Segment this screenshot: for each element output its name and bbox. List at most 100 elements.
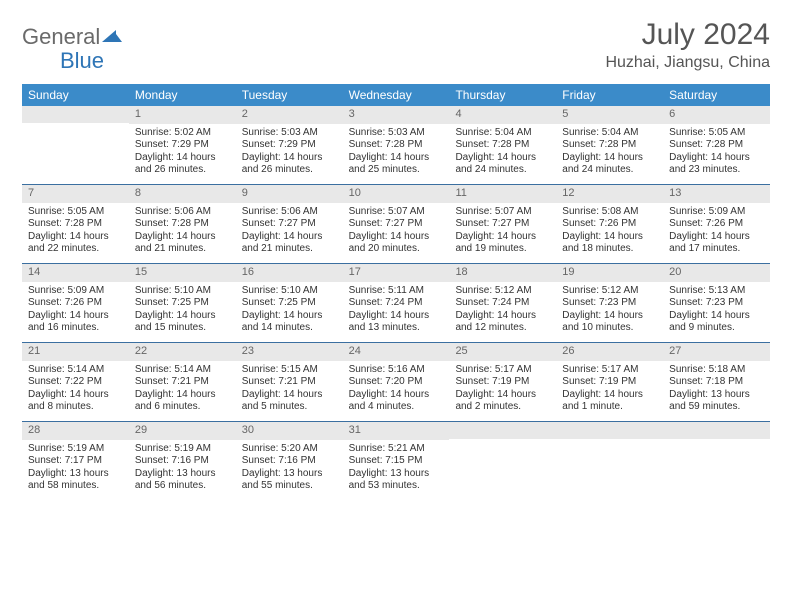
sunrise-text: Sunrise: 5:09 AM — [28, 285, 123, 298]
day-cell: 6Sunrise: 5:05 AMSunset: 7:28 PMDaylight… — [663, 106, 770, 184]
sunset-text: Sunset: 7:16 PM — [242, 455, 337, 468]
logo: General — [22, 24, 122, 50]
daylight-text: Daylight: 13 hours and 55 minutes. — [242, 468, 337, 493]
daylight-text: Daylight: 14 hours and 1 minute. — [562, 389, 657, 414]
sunset-text: Sunset: 7:21 PM — [135, 376, 230, 389]
weekday-label: Tuesday — [236, 84, 343, 106]
sunrise-text: Sunrise: 5:04 AM — [455, 127, 550, 140]
daylight-text: Daylight: 14 hours and 21 minutes. — [135, 231, 230, 256]
day-body — [22, 123, 129, 131]
daylight-text: Daylight: 14 hours and 10 minutes. — [562, 310, 657, 335]
day-cell: 13Sunrise: 5:09 AMSunset: 7:26 PMDayligh… — [663, 185, 770, 263]
logo-triangle-icon — [102, 24, 122, 50]
day-body: Sunrise: 5:19 AMSunset: 7:17 PMDaylight:… — [22, 440, 129, 498]
day-cell: 24Sunrise: 5:16 AMSunset: 7:20 PMDayligh… — [343, 343, 450, 421]
daylight-text: Daylight: 13 hours and 58 minutes. — [28, 468, 123, 493]
day-body: Sunrise: 5:19 AMSunset: 7:16 PMDaylight:… — [129, 440, 236, 498]
daylight-text: Daylight: 14 hours and 18 minutes. — [562, 231, 657, 256]
day-number: 23 — [236, 343, 343, 361]
day-cell: 29Sunrise: 5:19 AMSunset: 7:16 PMDayligh… — [129, 422, 236, 500]
day-number: 4 — [449, 106, 556, 124]
sunset-text: Sunset: 7:18 PM — [669, 376, 764, 389]
day-number: 30 — [236, 422, 343, 440]
day-body — [663, 439, 770, 447]
sunrise-text: Sunrise: 5:09 AM — [669, 206, 764, 219]
day-body: Sunrise: 5:12 AMSunset: 7:24 PMDaylight:… — [449, 282, 556, 340]
day-number: 7 — [22, 185, 129, 203]
day-number: 3 — [343, 106, 450, 124]
sunset-text: Sunset: 7:28 PM — [669, 139, 764, 152]
day-body: Sunrise: 5:09 AMSunset: 7:26 PMDaylight:… — [663, 203, 770, 261]
day-number: 18 — [449, 264, 556, 282]
day-body — [556, 439, 663, 447]
sunset-text: Sunset: 7:28 PM — [349, 139, 444, 152]
sunrise-text: Sunrise: 5:05 AM — [28, 206, 123, 219]
logo-text-a: General — [22, 24, 100, 50]
sunset-text: Sunset: 7:26 PM — [562, 218, 657, 231]
sunrise-text: Sunrise: 5:07 AM — [349, 206, 444, 219]
day-cell: 26Sunrise: 5:17 AMSunset: 7:19 PMDayligh… — [556, 343, 663, 421]
calendar-page: General July 2024 Huzhai, Jiangsu, China… — [0, 0, 792, 500]
day-body: Sunrise: 5:12 AMSunset: 7:23 PMDaylight:… — [556, 282, 663, 340]
day-body: Sunrise: 5:20 AMSunset: 7:16 PMDaylight:… — [236, 440, 343, 498]
day-cell: 4 Sunrise: 5:04 AMSunset: 7:28 PMDaylight… — [449, 106, 556, 184]
day-cell: 20Sunrise: 5:13 AMSunset: 7:23 PMDayligh… — [663, 264, 770, 342]
day-body: Sunrise: 5:17 AMSunset: 7:19 PMDaylight:… — [449, 361, 556, 419]
day-number: 28 — [22, 422, 129, 440]
sunset-text: Sunset: 7:26 PM — [669, 218, 764, 231]
daylight-text: Daylight: 14 hours and 12 minutes. — [455, 310, 550, 335]
day-number: 5 — [556, 106, 663, 124]
daylight-text: Daylight: 14 hours and 17 minutes. — [669, 231, 764, 256]
daylight-text: Daylight: 14 hours and 24 minutes. — [562, 152, 657, 177]
day-cell: 17Sunrise: 5:11 AMSunset: 7:24 PMDayligh… — [343, 264, 450, 342]
daylight-text: Daylight: 13 hours and 59 minutes. — [669, 389, 764, 414]
daylight-text: Daylight: 14 hours and 24 minutes. — [455, 152, 550, 177]
day-cell — [556, 422, 663, 500]
day-body: Sunrise: 5:02 AMSunset: 7:29 PMDaylight:… — [129, 124, 236, 182]
day-cell: 21Sunrise: 5:14 AMSunset: 7:22 PMDayligh… — [22, 343, 129, 421]
sunrise-text: Sunrise: 5:02 AM — [135, 127, 230, 140]
day-cell: 10Sunrise: 5:07 AMSunset: 7:27 PMDayligh… — [343, 185, 450, 263]
day-cell: 1Sunrise: 5:02 AMSunset: 7:29 PMDaylight… — [129, 106, 236, 184]
daylight-text: Daylight: 14 hours and 26 minutes. — [135, 152, 230, 177]
day-number: 25 — [449, 343, 556, 361]
sunset-text: Sunset: 7:15 PM — [349, 455, 444, 468]
day-number: 13 — [663, 185, 770, 203]
daylight-text: Daylight: 14 hours and 8 minutes. — [28, 389, 123, 414]
day-number: 27 — [663, 343, 770, 361]
sunrise-text: Sunrise: 5:18 AM — [669, 364, 764, 377]
day-number: 12 — [556, 185, 663, 203]
day-body: Sunrise: 5:18 AMSunset: 7:18 PMDaylight:… — [663, 361, 770, 419]
sunset-text: Sunset: 7:17 PM — [28, 455, 123, 468]
daylight-text: Daylight: 14 hours and 5 minutes. — [242, 389, 337, 414]
daylight-text: Daylight: 14 hours and 4 minutes. — [349, 389, 444, 414]
day-cell — [22, 106, 129, 184]
sunrise-text: Sunrise: 5:07 AM — [455, 206, 550, 219]
sunset-text: Sunset: 7:29 PM — [135, 139, 230, 152]
logo-text-b: Blue — [60, 48, 104, 73]
sunrise-text: Sunrise: 5:14 AM — [28, 364, 123, 377]
day-cell: 31Sunrise: 5:21 AMSunset: 7:15 PMDayligh… — [343, 422, 450, 500]
day-cell: 8Sunrise: 5:06 AMSunset: 7:28 PMDaylight… — [129, 185, 236, 263]
sunrise-text: Sunrise: 5:17 AM — [562, 364, 657, 377]
sunrise-text: Sunrise: 5:20 AM — [242, 443, 337, 456]
sunset-text: Sunset: 7:29 PM — [242, 139, 337, 152]
month-title: July 2024 — [605, 18, 770, 52]
day-body: Sunrise: 5:17 AMSunset: 7:19 PMDaylight:… — [556, 361, 663, 419]
sunset-text: Sunset: 7:28 PM — [455, 139, 550, 152]
day-cell: 7Sunrise: 5:05 AMSunset: 7:28 PMDaylight… — [22, 185, 129, 263]
daylight-text: Daylight: 14 hours and 25 minutes. — [349, 152, 444, 177]
daylight-text: Daylight: 14 hours and 20 minutes. — [349, 231, 444, 256]
calendar: SundayMondayTuesdayWednesdayThursdayFrid… — [22, 84, 770, 500]
daylight-text: Daylight: 14 hours and 14 minutes. — [242, 310, 337, 335]
sunrise-text: Sunrise: 5:05 AM — [669, 127, 764, 140]
day-body: Sunrise: 5:14 AMSunset: 7:21 PMDaylight:… — [129, 361, 236, 419]
day-number: 17 — [343, 264, 450, 282]
weekday-label: Sunday — [22, 84, 129, 106]
day-cell: 3Sunrise: 5:03 AMSunset: 7:28 PMDaylight… — [343, 106, 450, 184]
day-body: Sunrise: 5:03 AMSunset: 7:29 PMDaylight:… — [236, 124, 343, 182]
sunset-text: Sunset: 7:23 PM — [669, 297, 764, 310]
day-body: Sunrise: 5:05 AMSunset: 7:28 PMDaylight:… — [663, 124, 770, 182]
sunrise-text: Sunrise: 5:19 AM — [135, 443, 230, 456]
daylight-text: Daylight: 14 hours and 9 minutes. — [669, 310, 764, 335]
